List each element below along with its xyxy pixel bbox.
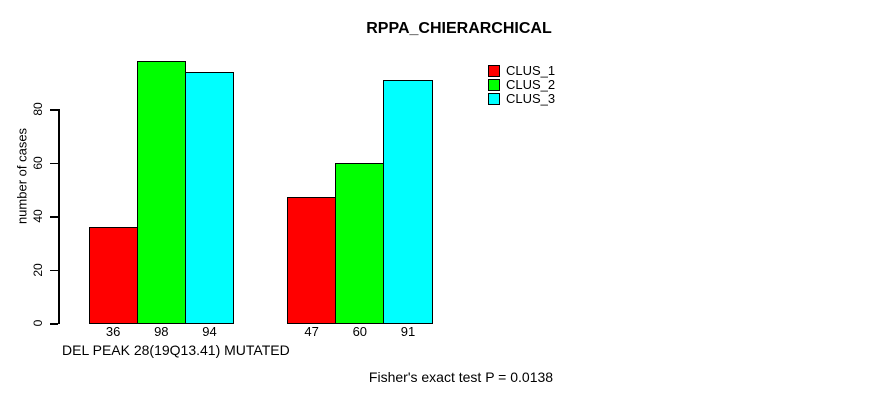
y-tick-mark xyxy=(50,162,58,164)
bar-value-label: 47 xyxy=(304,324,319,339)
y-tick-label: 40 xyxy=(31,209,45,223)
y-tick-mark xyxy=(50,323,58,325)
bar-clus_3-group-2 xyxy=(383,79,433,324)
x-axis-title: DEL PEAK 28(19Q13.41) MUTATED xyxy=(62,342,290,358)
y-tick-mark xyxy=(50,269,58,271)
legend-swatch-clus_3 xyxy=(488,93,500,105)
legend: CLUS_1 CLUS_2 CLUS_3 xyxy=(488,64,555,106)
bar-value-label: 36 xyxy=(105,324,121,339)
legend-swatch-clus_1 xyxy=(488,65,500,77)
legend-label: CLUS_2 xyxy=(506,77,556,92)
y-tick-mark xyxy=(50,109,58,111)
annotation-fishers-test: Fisher's exact test P = 0.0138 xyxy=(368,369,554,385)
y-tick-mark xyxy=(50,216,58,218)
bar-clus_2-group-1 xyxy=(136,60,186,324)
bar-clus_1-group-1 xyxy=(88,226,138,324)
bar-clus_2-group-2 xyxy=(335,162,385,324)
legend-label: CLUS_1 xyxy=(506,63,556,78)
bar-value-label: 60 xyxy=(352,324,368,339)
y-axis-line xyxy=(58,109,60,324)
bar-clus_1-group-2 xyxy=(287,197,337,324)
chart-title: RPPA_CHIERARCHICAL xyxy=(366,20,552,37)
bar-value-label: 91 xyxy=(400,324,416,339)
legend-label: CLUS_3 xyxy=(506,91,556,106)
y-tick-label: 0 xyxy=(31,319,45,327)
legend-swatch-clus_2 xyxy=(488,79,500,91)
y-tick-label: 80 xyxy=(31,102,45,116)
bar-value-label: 98 xyxy=(154,324,169,339)
legend-item-clus_1: CLUS_1 xyxy=(488,64,555,78)
legend-item-clus_2: CLUS_2 xyxy=(488,78,555,92)
bar-value-label: 94 xyxy=(202,324,217,339)
y-tick-label: 20 xyxy=(31,262,45,277)
bar-clus_3-group-1 xyxy=(184,71,235,324)
y-tick-label: 60 xyxy=(31,155,45,170)
legend-item-clus_3: CLUS_3 xyxy=(488,92,555,106)
